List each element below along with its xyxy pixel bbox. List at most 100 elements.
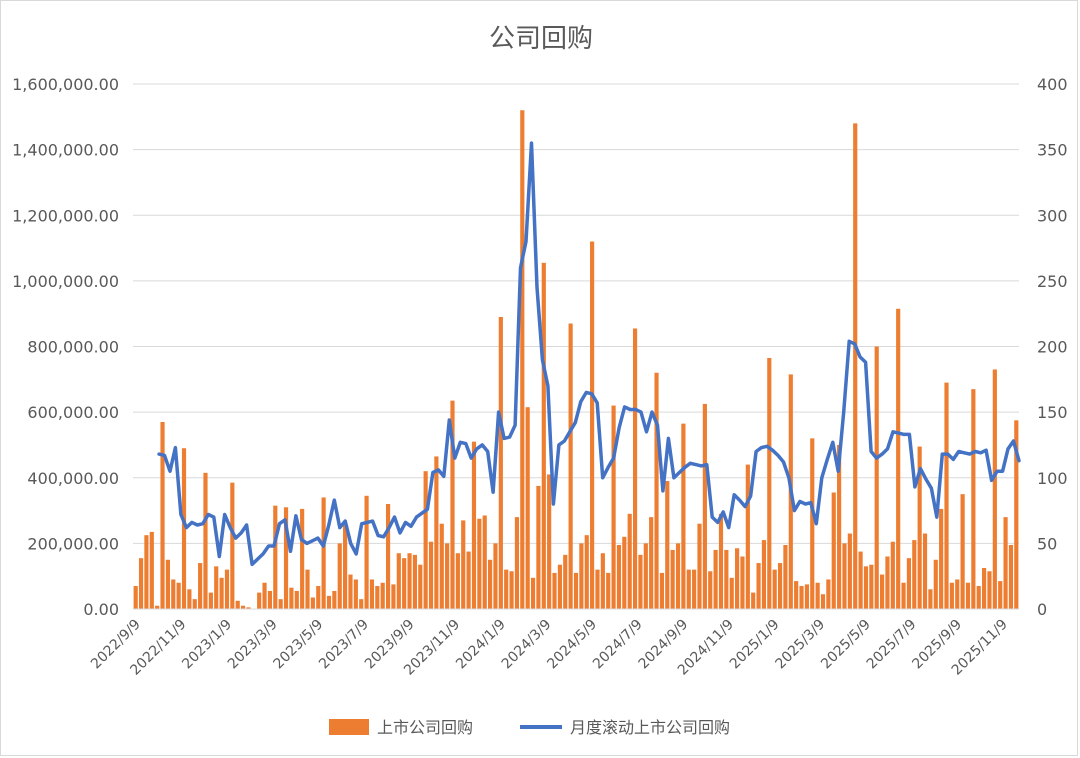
bar bbox=[262, 582, 267, 609]
bar bbox=[171, 579, 176, 609]
bar bbox=[960, 494, 965, 609]
bar bbox=[498, 316, 503, 609]
bar bbox=[606, 572, 611, 609]
y-left-tick-label: 200,000.00 bbox=[27, 534, 119, 553]
bar bbox=[944, 382, 949, 609]
bar bbox=[214, 566, 219, 609]
bar bbox=[858, 551, 863, 609]
y-right-tick-label: 400 bbox=[1037, 75, 1068, 94]
legend: 上市公司回购 月度滚动上市公司回购 bbox=[329, 718, 730, 737]
bar bbox=[273, 505, 278, 609]
bar bbox=[198, 563, 203, 609]
bar bbox=[547, 474, 552, 609]
bar bbox=[992, 369, 997, 609]
bar bbox=[240, 605, 246, 609]
y-right-tick-label: 200 bbox=[1037, 338, 1068, 357]
bar bbox=[504, 569, 509, 609]
bar bbox=[976, 586, 981, 609]
y-right-tick-label: 300 bbox=[1037, 206, 1068, 225]
bar bbox=[901, 582, 906, 609]
bar bbox=[632, 328, 638, 609]
bar bbox=[745, 464, 750, 609]
bar bbox=[208, 592, 213, 609]
bar bbox=[847, 533, 852, 609]
bar bbox=[933, 559, 938, 609]
bar bbox=[654, 372, 659, 609]
bar bbox=[890, 541, 895, 609]
bar bbox=[224, 569, 230, 609]
bar bbox=[643, 543, 648, 609]
bar bbox=[321, 497, 326, 609]
bar bbox=[724, 549, 729, 609]
bar bbox=[622, 536, 627, 609]
bar bbox=[359, 599, 364, 609]
y-left-tick-label: 1,400,000.00 bbox=[12, 141, 119, 160]
bar bbox=[949, 582, 954, 609]
bar bbox=[627, 513, 632, 609]
bar bbox=[176, 582, 181, 609]
bar bbox=[616, 545, 622, 609]
bar bbox=[369, 579, 375, 609]
bar bbox=[885, 556, 890, 609]
bar bbox=[246, 607, 251, 609]
bar bbox=[584, 535, 589, 609]
bar bbox=[998, 581, 1003, 609]
bar bbox=[826, 579, 831, 609]
bar bbox=[380, 582, 385, 609]
bar bbox=[772, 569, 777, 609]
bar bbox=[863, 566, 869, 609]
bar bbox=[439, 523, 444, 609]
bar bbox=[665, 481, 670, 609]
bar bbox=[160, 421, 165, 609]
bar bbox=[525, 407, 530, 609]
bar bbox=[815, 582, 820, 609]
y-right-tick-label: 0 bbox=[1037, 600, 1047, 619]
bar bbox=[692, 569, 697, 609]
bar bbox=[906, 558, 912, 609]
bar bbox=[423, 471, 428, 609]
bar bbox=[869, 564, 874, 609]
bar bbox=[874, 346, 879, 609]
y-left-tick-label: 400,000.00 bbox=[27, 469, 119, 488]
bar bbox=[418, 564, 423, 609]
bar bbox=[756, 563, 761, 609]
bar bbox=[461, 520, 466, 609]
bar bbox=[509, 571, 514, 609]
bar bbox=[391, 584, 396, 609]
y-right-tick-label: 50 bbox=[1037, 534, 1057, 553]
bar bbox=[928, 589, 933, 609]
bar bbox=[230, 482, 235, 609]
y-left-tick-label: 1,000,000.00 bbox=[12, 272, 119, 291]
bar bbox=[412, 554, 417, 609]
bar bbox=[761, 540, 767, 609]
bar bbox=[514, 517, 520, 609]
bar bbox=[965, 582, 971, 609]
bar bbox=[428, 541, 434, 609]
bar bbox=[767, 357, 772, 609]
bar bbox=[326, 595, 332, 609]
x-axis: 2022/9/92022/11/92023/1/92023/3/92023/5/… bbox=[88, 608, 1019, 679]
bar bbox=[466, 551, 471, 609]
bar bbox=[820, 594, 826, 609]
bar bbox=[305, 569, 310, 609]
bar bbox=[939, 508, 944, 609]
bar bbox=[982, 567, 987, 609]
bar bbox=[794, 581, 799, 609]
bar bbox=[471, 441, 477, 609]
bar bbox=[144, 535, 149, 609]
bar bbox=[294, 590, 299, 609]
bar bbox=[971, 389, 976, 609]
bar bbox=[675, 543, 681, 609]
bar bbox=[530, 577, 536, 609]
bar bbox=[777, 563, 783, 609]
y-left-tick-label: 800,000.00 bbox=[27, 338, 119, 357]
bar bbox=[686, 569, 691, 609]
bar bbox=[343, 525, 348, 609]
bar bbox=[396, 553, 401, 609]
bar bbox=[735, 548, 740, 609]
bar bbox=[364, 495, 369, 609]
bar bbox=[729, 577, 734, 609]
y-left-tick-label: 1,200,000.00 bbox=[12, 206, 119, 225]
